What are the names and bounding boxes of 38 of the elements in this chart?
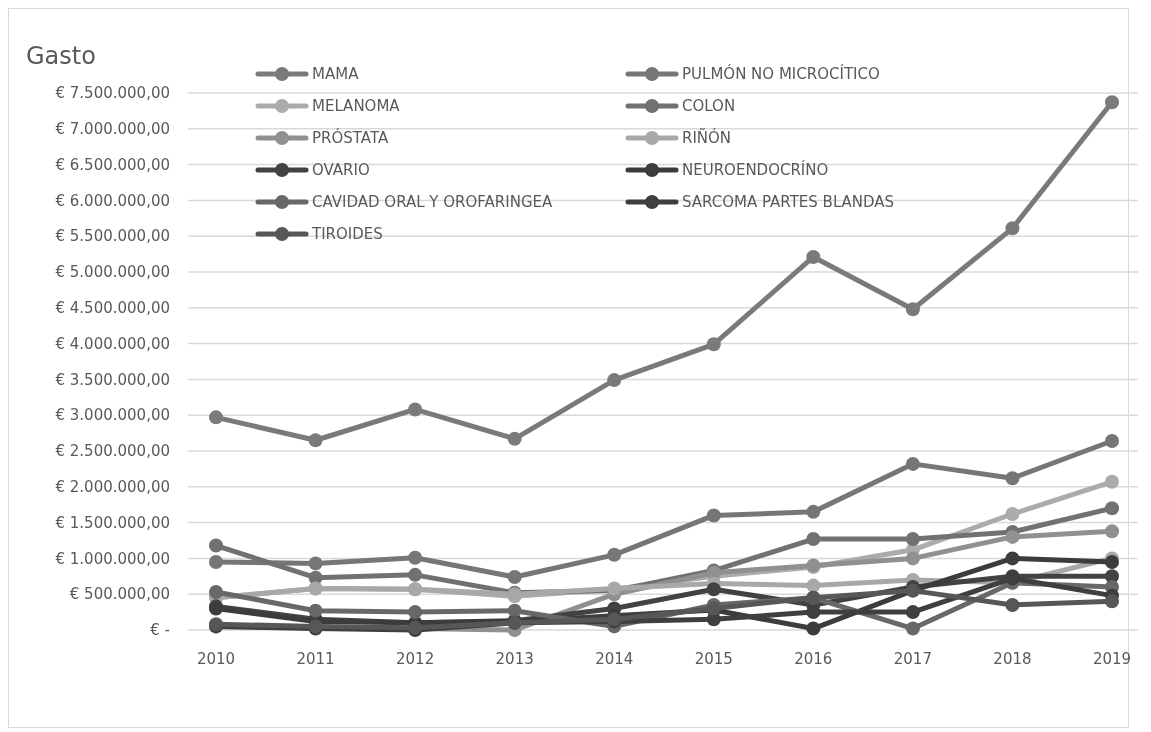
y-tick-label: € 1.000.000,00: [55, 549, 170, 568]
y-tick-label: € 6.000.000,00: [55, 191, 170, 210]
legend-label: NEUROENDOCRÍNO: [682, 160, 829, 180]
y-tick-label: € 5.500.000,00: [55, 227, 170, 246]
y-tick-label: € 6.500.000,00: [55, 155, 170, 174]
legend-label: TIROIDES: [311, 225, 383, 244]
x-tick-label: 2017: [893, 650, 932, 668]
x-tick-label: 2011: [296, 650, 335, 668]
y-tick-label: € 2.000.000,00: [55, 478, 170, 497]
legend-label: MELANOMA: [312, 97, 401, 116]
y-tick-label: € 500.000,00: [69, 585, 170, 604]
y-tick-label: € -: [150, 621, 170, 640]
y-axis-title: Gasto: [26, 42, 96, 70]
legend-label: RIÑÓN: [682, 128, 732, 148]
x-tick-label: 2018: [993, 650, 1032, 668]
legend-label: OVARIO: [312, 161, 370, 180]
y-tick-label: € 3.000.000,00: [55, 406, 170, 425]
x-tick-label: 2014: [595, 650, 634, 668]
legend-label: SARCOMA PARTES BLANDAS: [682, 193, 895, 212]
legend-label: PRÓSTATA: [312, 128, 389, 148]
x-tick-label: 2016: [794, 650, 833, 668]
y-tick-label: € 7.500.000,00: [55, 84, 170, 103]
x-tick-label: 2019: [1092, 650, 1132, 668]
y-tick-label: € 2.500.000,00: [55, 442, 170, 461]
y-tick-label: € 7.000.000,00: [55, 120, 170, 139]
x-tick-label: 2010: [196, 650, 236, 668]
legend-label: CAVIDAD ORAL Y OROFARINGEA: [312, 193, 553, 212]
y-tick-label: € 4.500.000,00: [55, 299, 170, 318]
legend-label: COLON: [682, 97, 736, 116]
y-tick-label: € 3.500.000,00: [55, 370, 170, 389]
y-tick-label: € 4.000.000,00: [55, 334, 170, 353]
legend-label: MAMA: [312, 65, 360, 84]
legend-label: PULMÓN NO MICROCÍTICO: [682, 64, 880, 84]
x-tick-label: 2013: [495, 650, 534, 668]
y-tick-label: € 5.000.000,00: [55, 263, 170, 282]
x-tick-label: 2012: [396, 650, 435, 668]
x-tick-label: 2015: [694, 650, 733, 668]
y-tick-label: € 1.500.000,00: [55, 513, 170, 532]
